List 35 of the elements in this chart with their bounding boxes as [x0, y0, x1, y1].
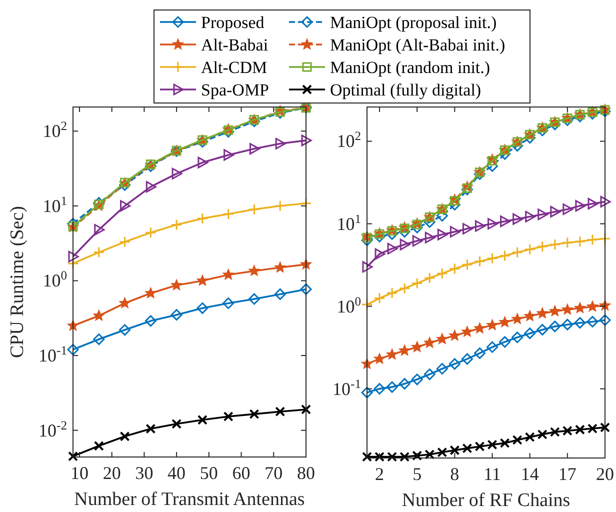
y-tick-label: 10$^{1}$ [336, 212, 361, 234]
legend-label: ManiOpt (random init.) [330, 58, 490, 77]
legend-label: Alt-CDM [201, 58, 268, 77]
x-tick-label: 5 [412, 464, 422, 484]
x-tick-label: 17 [558, 464, 576, 484]
x-tick-label: 70 [264, 463, 283, 483]
legend-label: ManiOpt (proposal init.) [330, 13, 497, 32]
y-tick-label: 10$^{1}$ [42, 194, 67, 216]
x-tick-label: 60 [232, 463, 250, 483]
x-tick-label: 30 [135, 463, 154, 483]
legend-label: Spa-OMP [201, 80, 270, 100]
x-tick-label: 14 [520, 464, 539, 484]
x-tick-label: 10 [70, 463, 88, 483]
legend-label: Alt-Babai [201, 36, 268, 54]
x-axis-title: Number of Transmit Antennas [74, 489, 305, 510]
y-tick-label: 10$^{-1}$ [38, 344, 67, 366]
legend-label: Proposed [201, 13, 265, 32]
y-tick-label: 10$^{2}$ [336, 129, 361, 152]
x-tick-label: 80 [297, 463, 315, 483]
y-tick-label: 10$^{0}$ [336, 294, 361, 316]
x-tick-label: 8 [450, 464, 460, 484]
x-tick-label: 11 [484, 464, 501, 484]
x-tick-label: 40 [168, 463, 186, 483]
y-tick-label: 10$^{-2}$ [38, 418, 67, 440]
y-tick-label: 10$^{2}$ [42, 119, 67, 142]
y-tick-label: 10$^{-1}$ [332, 376, 361, 399]
x-tick-label: 50 [200, 463, 218, 483]
x-tick-label: 20 [596, 464, 614, 484]
x-tick-label: 2 [375, 464, 384, 484]
y-tick-label: 10$^{0}$ [42, 268, 67, 291]
x-axis-title: Number of RF Chains [402, 490, 570, 511]
legend-label: ManiOpt (Alt-Babai init.) [330, 36, 506, 54]
y-axis-title: CPU Runtime (Sec) [7, 206, 28, 358]
x-tick-label: 20 [102, 463, 121, 483]
legend-label: Optimal (fully digital) [330, 80, 482, 100]
